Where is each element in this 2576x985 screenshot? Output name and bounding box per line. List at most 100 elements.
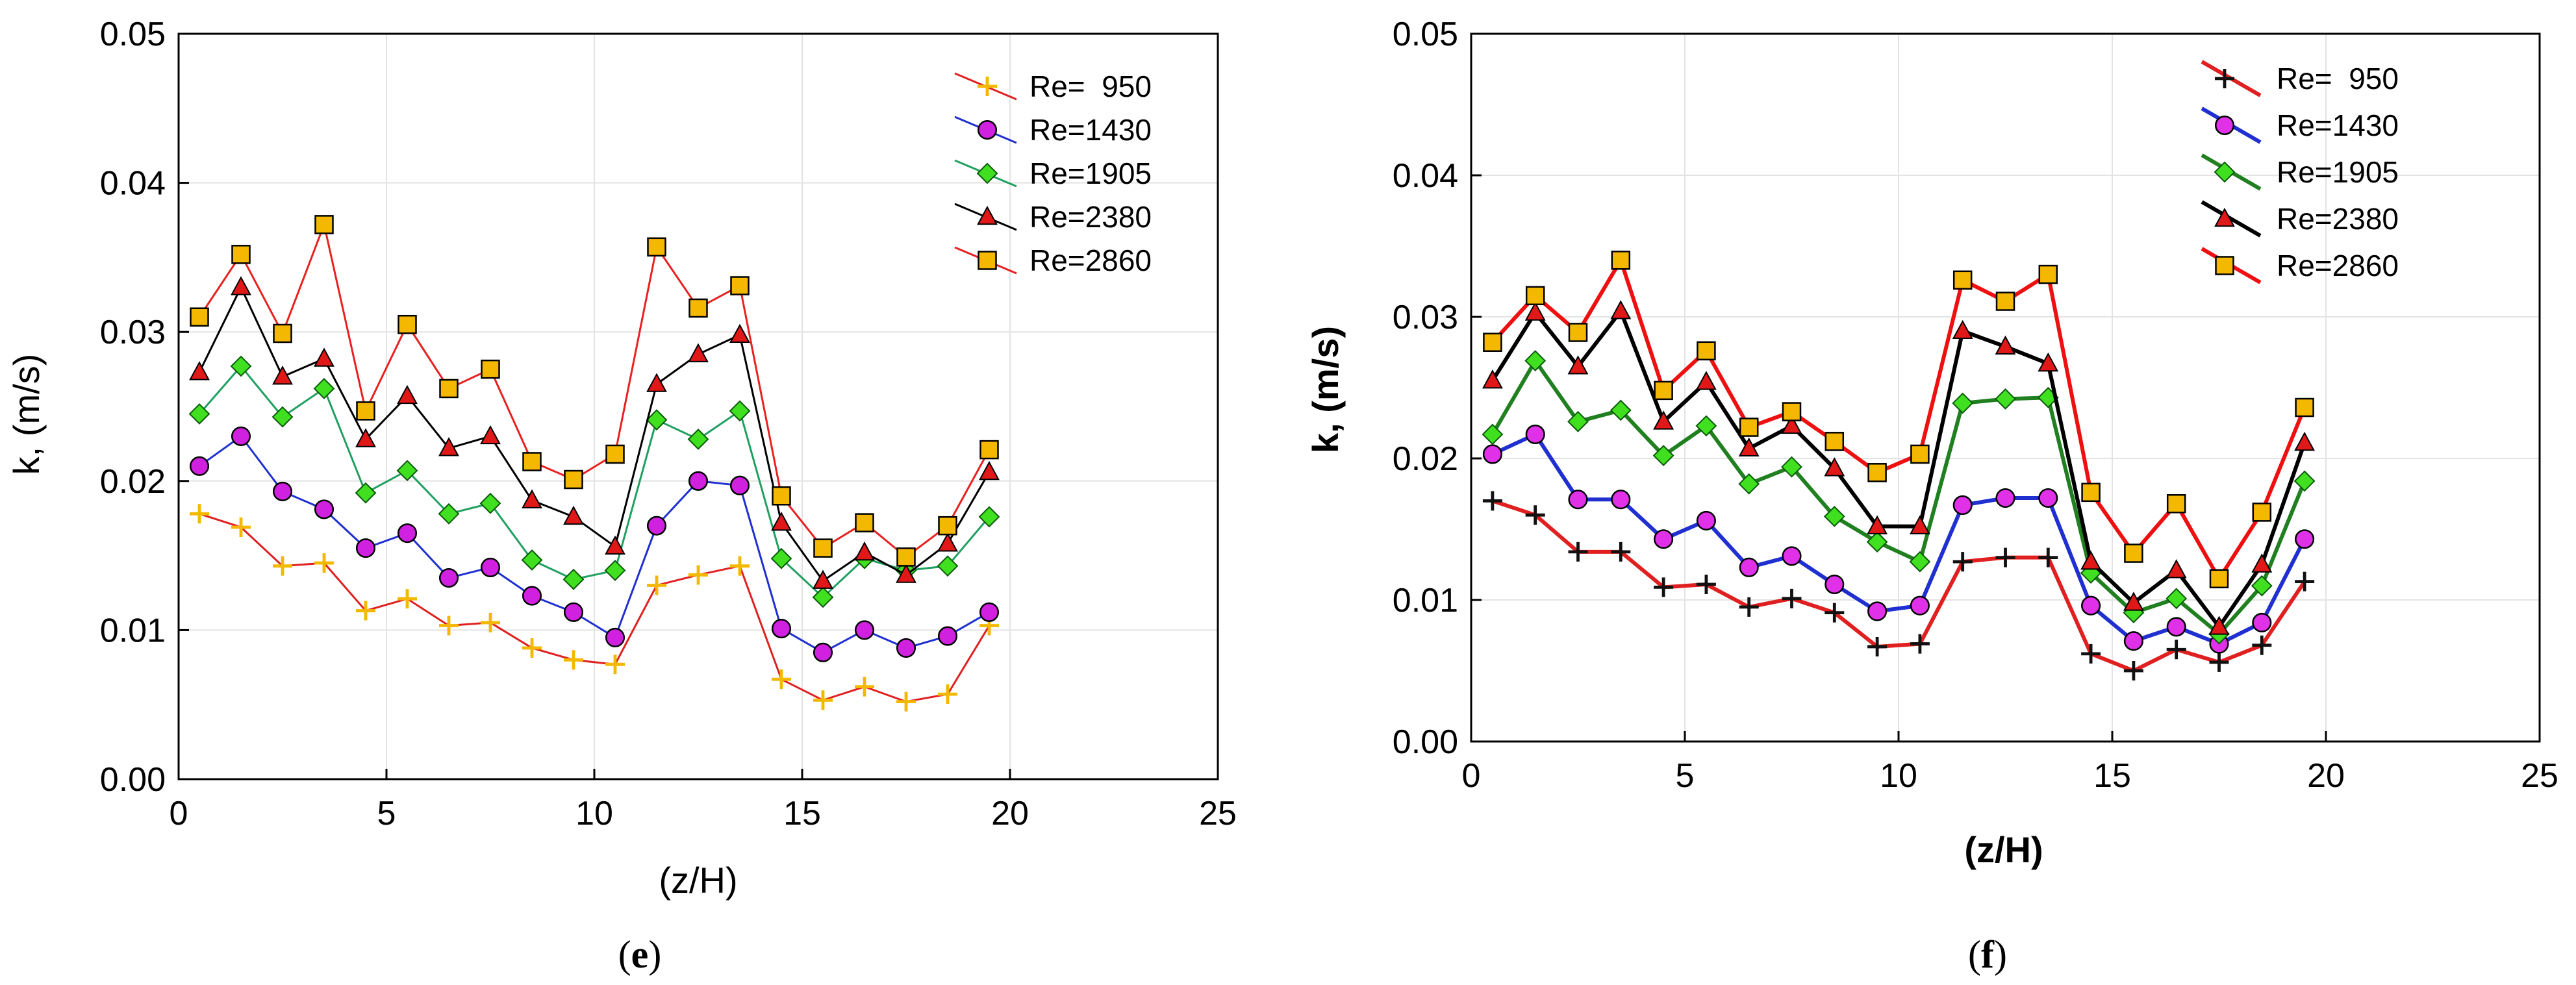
data-point <box>314 499 335 519</box>
data-point <box>1568 542 1588 562</box>
legend-marker <box>2214 207 2235 227</box>
series-1 <box>190 504 999 712</box>
data-point <box>1781 456 1802 478</box>
chart-panel-e: 0 5 10 15 20 25 0.00 0.01 0.02 0.03 0.04 0.05 k, (m/… <box>6 16 1237 976</box>
caption-close: ) <box>1994 933 2007 976</box>
data-point <box>854 541 875 561</box>
data-point <box>978 506 1000 528</box>
data-point <box>1611 542 1631 562</box>
data-point <box>1782 402 1802 421</box>
y-tick-label: 0.02 <box>100 463 166 501</box>
data-point <box>2123 592 2144 611</box>
data-point <box>2252 612 2272 632</box>
data-point <box>2295 397 2314 418</box>
legend-item: Re=1430 <box>954 113 1152 147</box>
data-point <box>2038 547 2058 567</box>
legend-item: Re=2380 <box>2201 200 2399 238</box>
data-point <box>2295 571 2315 592</box>
data-point <box>1568 490 1588 510</box>
data-point <box>770 547 792 569</box>
data-point <box>1867 515 1888 534</box>
data-point <box>1610 300 1632 319</box>
data-point <box>480 557 501 578</box>
legend-marker <box>978 77 997 96</box>
legend-marker <box>2214 115 2235 136</box>
legend-marker <box>2215 69 2234 88</box>
data-point <box>1525 505 1545 525</box>
legend-item: Re=1905 <box>954 156 1152 190</box>
data-point <box>1782 588 1802 608</box>
data-point <box>605 655 625 675</box>
data-point <box>2166 588 2188 610</box>
data-point <box>1952 319 1973 340</box>
data-point <box>1696 575 1716 595</box>
data-point <box>605 627 625 647</box>
legend-marker <box>2215 256 2234 275</box>
data-point <box>687 429 709 450</box>
data-point <box>896 638 916 658</box>
data-point <box>896 547 916 567</box>
legend-label: Re=2380 <box>1029 200 1152 234</box>
data-point <box>564 650 583 670</box>
data-point <box>688 565 708 585</box>
data-point <box>1952 392 1974 414</box>
data-point <box>273 323 292 343</box>
data-point <box>314 215 334 234</box>
caption-letter: e <box>631 933 649 976</box>
data-point <box>1995 547 2015 567</box>
legend-label: Re=2380 <box>2277 202 2399 236</box>
legend-item: Re=2860 <box>954 243 1152 277</box>
data-point <box>438 503 460 525</box>
data-point <box>355 538 376 558</box>
data-point <box>1695 371 1717 390</box>
data-point <box>813 569 833 589</box>
legend-label: Re=1430 <box>2277 108 2399 142</box>
data-point <box>979 602 1000 622</box>
series-5 <box>190 215 999 567</box>
data-point <box>1654 577 1674 597</box>
caption-close: ) <box>648 933 661 976</box>
chart-panel-f: 0 5 10 15 20 25 0.00 0.01 0.02 0.03 0.04 0.05 k, (m/… <box>1305 16 2558 976</box>
legend-item: Re= 950 <box>954 69 1152 103</box>
data-point <box>1567 355 1589 375</box>
data-point <box>771 619 792 639</box>
data-point <box>604 560 626 581</box>
data-point <box>2251 575 2273 597</box>
data-point <box>1524 301 1546 321</box>
series-5 <box>1483 251 2314 589</box>
legend-item: Re=1905 <box>2201 153 2399 191</box>
data-point <box>521 549 543 571</box>
data-point <box>2208 616 2230 635</box>
data-point <box>522 452 542 471</box>
y-tick-label: 0.00 <box>1393 723 1458 761</box>
data-point <box>1524 350 1547 371</box>
data-point <box>2081 643 2101 664</box>
x-tick-label: 0 <box>1462 757 1481 795</box>
data-point <box>813 642 833 662</box>
legend: Re= 950 Re=1430 Re=1905 Re=2380 Re=2860 <box>2201 60 2399 284</box>
data-point <box>438 567 459 588</box>
x-axis-label: (z/H) <box>659 860 737 901</box>
data-point <box>1738 473 1760 495</box>
data-point <box>1739 418 1759 437</box>
data-point <box>979 440 999 460</box>
x-tick-label: 5 <box>377 795 396 832</box>
legend-marker <box>2214 161 2236 183</box>
data-point <box>1910 595 1930 616</box>
data-point <box>647 237 666 257</box>
legend-label: Re=1430 <box>1029 113 1152 147</box>
data-point <box>1867 601 1888 621</box>
series-4 <box>1482 300 2316 635</box>
legend-label: Re=2860 <box>2277 249 2399 282</box>
data-point <box>730 556 750 576</box>
data-point <box>605 444 625 464</box>
data-point <box>1567 410 1589 432</box>
data-point <box>896 692 916 712</box>
data-point <box>855 513 874 532</box>
legend-item: Re=1430 <box>2201 106 2399 144</box>
data-point <box>2252 503 2272 522</box>
caption-open: ( <box>618 933 631 976</box>
data-point <box>1867 636 1888 656</box>
data-point <box>1696 510 1716 530</box>
data-point <box>2209 652 2229 672</box>
